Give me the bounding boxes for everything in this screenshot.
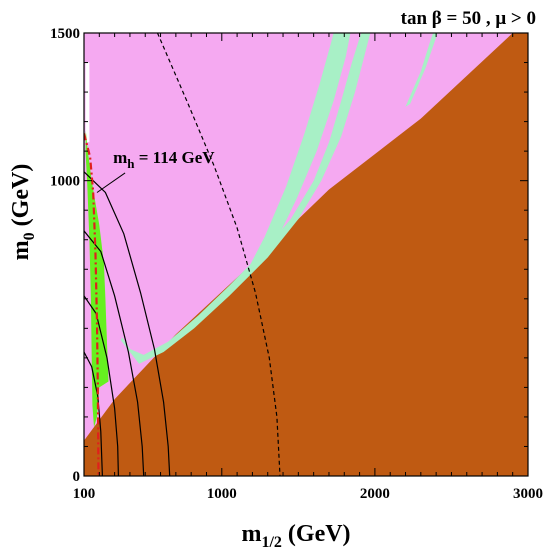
mh-annotation-label: mh = 114 GeV <box>113 148 215 171</box>
lines-layer <box>84 33 281 476</box>
region-4 <box>85 62 90 143</box>
series-line-4 <box>84 351 103 476</box>
region-0 <box>84 33 528 476</box>
ticks-layer: 100 1000 2000 3000 0 1000 1500 <box>50 26 543 502</box>
series-line-0 <box>156 33 281 476</box>
plot-area <box>84 33 528 476</box>
series-line-3 <box>84 295 119 476</box>
mh-annotation-rest: = 114 GeV <box>134 148 215 167</box>
x-tick-label-1: 1000 <box>207 486 237 502</box>
y-axis-label-unit: (GeV) <box>8 164 34 233</box>
series-line-5 <box>84 133 100 476</box>
x-axis-label-sub: 1/2 <box>261 534 281 551</box>
y-axis-label: m0 (GeV) <box>8 164 38 261</box>
regions-layer <box>84 33 528 476</box>
x-axis-label-unit: (GeV) <box>282 521 351 547</box>
y-axis-label-sub: 0 <box>21 232 38 240</box>
x-tick-label-0: 100 <box>73 486 96 502</box>
plot-frame <box>83 32 529 477</box>
mh-annotation-arrow <box>96 172 126 193</box>
region-3 <box>405 33 438 107</box>
x-tick-label-3: 3000 <box>513 486 543 502</box>
chart-title: tan β = 50 , μ > 0 <box>401 8 536 29</box>
y-tick-label-0: 0 <box>73 469 81 485</box>
x-tick-label-2: 2000 <box>360 486 390 502</box>
y-tick-label-1: 1000 <box>50 174 80 190</box>
y-tick-label-2: 1500 <box>50 26 80 42</box>
mh-annotation-sub: h <box>127 156 135 171</box>
series-line-1 <box>84 171 171 476</box>
mh-annotation: mh = 114 GeV <box>96 148 215 193</box>
x-axis-label: m1/2 (GeV) <box>241 521 350 551</box>
series-line-2 <box>84 230 145 476</box>
region-2 <box>246 33 351 273</box>
